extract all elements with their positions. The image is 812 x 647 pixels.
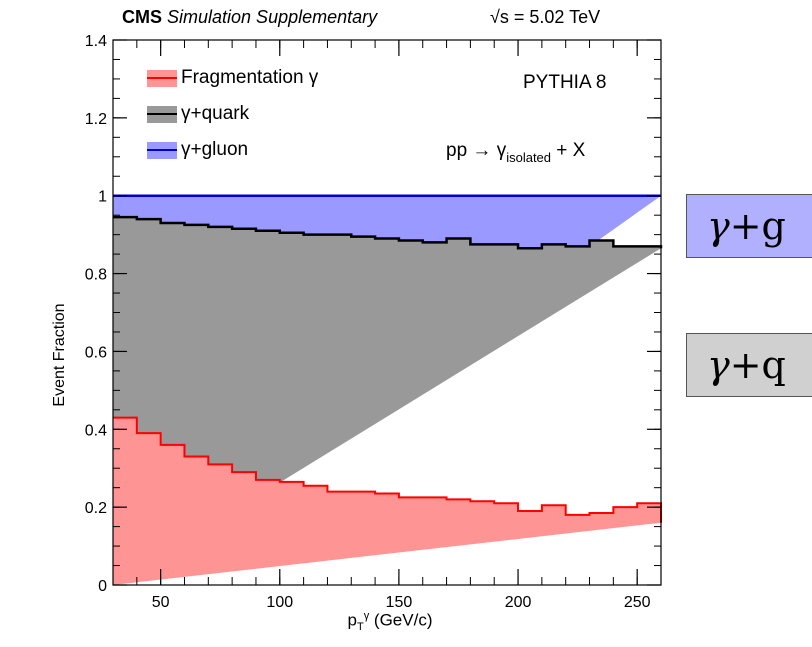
fragmentation-area: [113, 417, 661, 585]
legend-swatch-quark: [147, 105, 177, 123]
legend-entry-quark: γ+quark: [147, 103, 249, 125]
x-axis-label-sub: T: [356, 621, 364, 634]
x-tick-label: 100: [266, 594, 293, 611]
fragmentation-line: [113, 416, 662, 523]
energy-label: √s = 5.02 TeV: [490, 7, 601, 27]
legend-label-gluon: γ+gluon: [181, 139, 249, 160]
generator-label: PYTHIA 8: [523, 72, 607, 93]
legend-label-fragmentation: Fragmentation γ: [181, 67, 319, 88]
experiment-label: CMS: [122, 7, 162, 27]
legend-swatch-gluon: [147, 141, 177, 159]
plot-header: CMS Simulation Supplementary: [122, 7, 377, 28]
process-label: pp → γisolated + X: [446, 140, 585, 165]
quark-line: [113, 215, 663, 250]
side-label-quark-symbol: γ: [707, 343, 730, 387]
side-label-quark: γ+q: [686, 333, 812, 397]
side-label-quark-text: +q: [729, 343, 786, 387]
y-tick-label: 0.4: [85, 422, 107, 439]
x-axis-label: pTγ (GeV/c): [348, 610, 433, 633]
legend-swatch-fragmentation: [147, 69, 177, 87]
y-tick-label: 0: [98, 578, 107, 595]
process-main: pp → γ: [446, 140, 507, 161]
y-tick-label: 1: [98, 189, 107, 206]
y-tick-label: 0.8: [85, 267, 107, 284]
legend-label-quark: γ+quark: [181, 103, 250, 124]
x-tick-label: 250: [624, 594, 651, 611]
y-tick-label: 1.4: [85, 33, 107, 50]
side-label-gluon-symbol: γ: [707, 204, 730, 248]
x-axis-label-sup: γ: [363, 610, 370, 622]
x-axis-label-unit: (GeV/c): [369, 610, 433, 630]
x-tick-label: 50: [152, 594, 170, 611]
x-axis-label-main: p: [347, 610, 357, 630]
process-sub: isolated: [506, 150, 552, 165]
legend-entry-gluon: γ+gluon: [147, 139, 248, 161]
process-tail: + X: [551, 140, 586, 161]
side-label-gluon: γ+g: [686, 194, 812, 258]
y-tick-label: 0.6: [85, 344, 107, 361]
x-tick-label: 150: [386, 594, 413, 611]
x-tick-label: 200: [505, 594, 532, 611]
side-label-gluon-text: +g: [729, 204, 786, 248]
y-tick-label: 1.2: [85, 111, 107, 128]
legend-entry-fragmentation: Fragmentation γ: [147, 67, 318, 89]
tag-label: Simulation Supplementary: [167, 7, 378, 27]
y-tick-label: 0.2: [85, 500, 107, 517]
y-axis-label: Event Fraction: [51, 303, 68, 407]
